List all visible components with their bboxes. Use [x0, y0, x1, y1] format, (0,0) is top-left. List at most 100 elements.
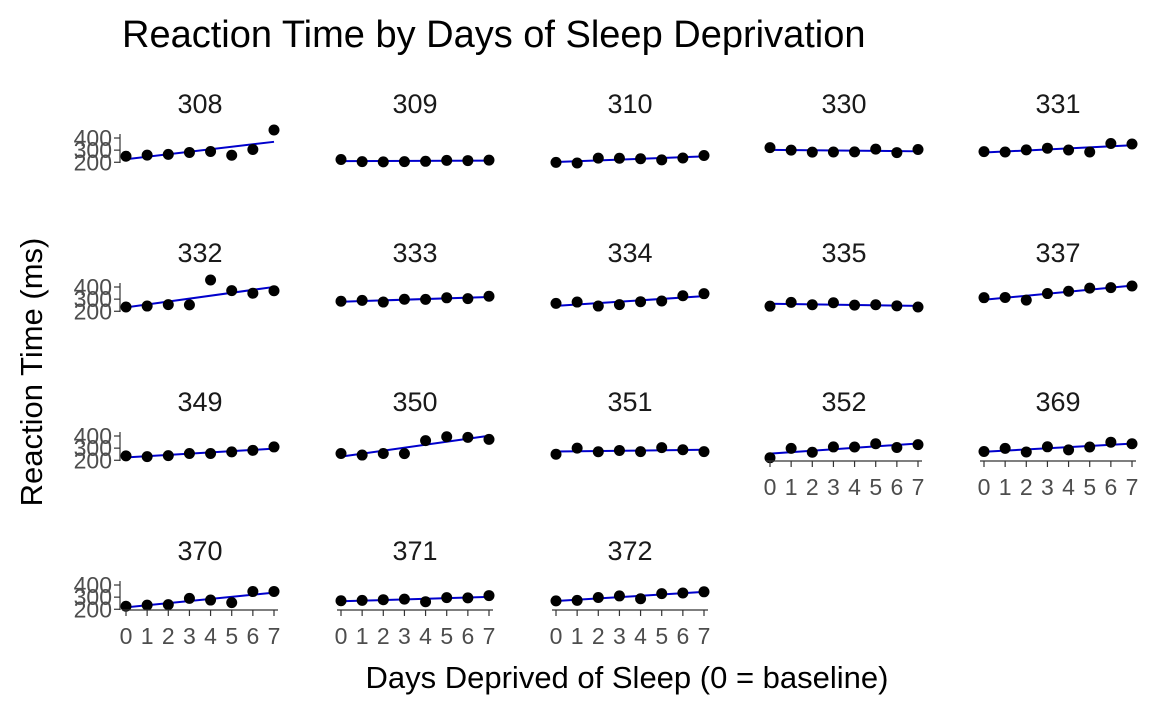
- data-point: [183, 146, 195, 158]
- data-point: [183, 447, 195, 459]
- data-point: [1063, 144, 1075, 156]
- panel-350: 350: [335, 387, 495, 461]
- data-point: [849, 146, 861, 158]
- data-point: [420, 596, 432, 608]
- x-tick-label: 2: [1020, 474, 1033, 500]
- data-point: [806, 146, 818, 158]
- panel-strip-label: 370: [177, 536, 222, 566]
- x-tick-label: 4: [634, 623, 647, 649]
- data-point: [656, 442, 668, 454]
- data-point: [462, 293, 474, 305]
- panel-strip-label: 308: [177, 89, 222, 119]
- panel-330: 330: [764, 89, 924, 159]
- panel-strip-label: 350: [392, 387, 437, 417]
- data-point: [613, 590, 625, 602]
- data-point: [356, 449, 368, 461]
- data-point: [635, 593, 647, 605]
- data-point: [377, 156, 389, 168]
- data-point: [462, 592, 474, 604]
- panel-strip-label: 330: [821, 89, 866, 119]
- data-point: [462, 431, 474, 443]
- x-tick-label: 6: [461, 623, 474, 649]
- x-tick-label: 0: [550, 623, 563, 649]
- data-point: [806, 446, 818, 458]
- x-tick-label: 6: [1104, 474, 1117, 500]
- data-point: [335, 595, 347, 607]
- data-point: [592, 300, 604, 312]
- data-point: [1105, 137, 1117, 149]
- y-tick-label: 400: [74, 274, 112, 300]
- data-point: [268, 585, 280, 597]
- x-tick-label: 0: [978, 474, 991, 500]
- data-point: [849, 441, 861, 453]
- data-point: [226, 597, 238, 609]
- panel-369: 369 0 1 2 3 4 5 6 7: [978, 387, 1139, 500]
- x-tick-label: 5: [655, 623, 668, 649]
- data-point: [356, 294, 368, 306]
- data-point: [635, 446, 647, 458]
- data-point: [226, 149, 238, 161]
- panel-strip-label: 332: [177, 238, 222, 268]
- x-tick-label: 3: [827, 474, 840, 500]
- panel-strip-label: 349: [177, 387, 222, 417]
- y-tick-label: 400: [74, 572, 112, 598]
- data-point: [677, 587, 689, 599]
- x-tick-label: 5: [440, 623, 453, 649]
- data-point: [698, 586, 710, 598]
- data-point: [205, 594, 217, 606]
- panel-strip-label: 333: [392, 238, 437, 268]
- data-point: [571, 157, 583, 169]
- data-point: [141, 149, 153, 161]
- x-tick-label: 4: [204, 623, 217, 649]
- data-point: [441, 154, 453, 166]
- data-point: [356, 156, 368, 168]
- x-tick-label: 7: [912, 474, 925, 500]
- data-point: [162, 450, 174, 462]
- data-point: [141, 599, 153, 611]
- data-point: [999, 146, 1011, 158]
- data-point: [698, 288, 710, 300]
- data-point: [891, 442, 903, 454]
- data-point: [912, 301, 924, 313]
- panel-strip-label: 352: [821, 387, 866, 417]
- data-point: [592, 152, 604, 164]
- data-point: [891, 147, 903, 159]
- y-axis-title: Reaction Time (ms): [14, 238, 49, 507]
- data-point: [268, 285, 280, 297]
- data-point: [377, 296, 389, 308]
- panel-335: 335: [764, 238, 924, 313]
- x-tick-label: 4: [419, 623, 432, 649]
- data-point: [441, 592, 453, 604]
- data-point: [183, 299, 195, 311]
- data-point: [677, 290, 689, 302]
- x-tick-label: 1: [141, 623, 154, 649]
- data-point: [635, 153, 647, 165]
- data-point: [571, 442, 583, 454]
- data-point: [1105, 282, 1117, 294]
- panel-strip-label: 369: [1035, 387, 1080, 417]
- data-point: [162, 599, 174, 611]
- data-point: [1020, 144, 1032, 156]
- panel-333: 333: [335, 238, 495, 308]
- data-point: [1063, 444, 1075, 456]
- x-tick-label: 2: [162, 623, 175, 649]
- data-point: [226, 446, 238, 458]
- data-point: [483, 290, 495, 302]
- data-point: [268, 441, 280, 453]
- data-point: [483, 590, 495, 602]
- data-point: [377, 447, 389, 459]
- data-point: [420, 435, 432, 447]
- data-point: [1084, 146, 1096, 158]
- data-point: [912, 144, 924, 156]
- data-point: [849, 299, 861, 311]
- x-tick-label: 3: [1041, 474, 1054, 500]
- panel-309: 309: [335, 89, 495, 168]
- data-point: [870, 438, 882, 450]
- data-point: [420, 293, 432, 305]
- data-point: [550, 297, 562, 309]
- data-point: [1126, 280, 1138, 292]
